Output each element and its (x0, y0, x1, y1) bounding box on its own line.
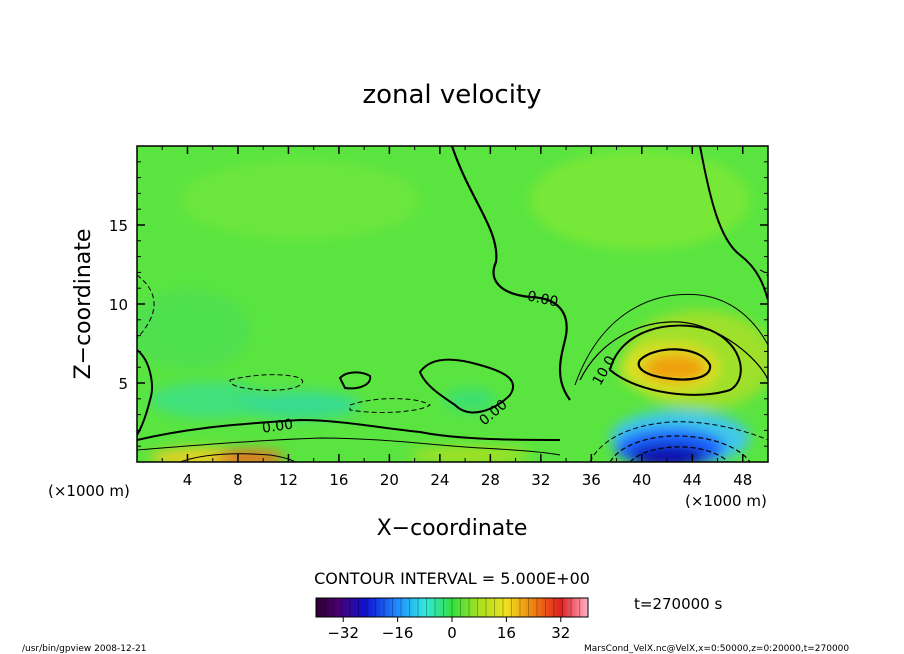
footer-right: MarsCond_VelX.nc@VelX,x=0:50000,z=0:2000… (584, 644, 849, 654)
y-axis-unit-left: (×1000 m) (48, 482, 130, 500)
y-axis-label: Z−coordinate (71, 229, 96, 380)
x-axis-unit-right: (×1000 m) (685, 492, 767, 510)
y-tick-label: 15 (109, 217, 128, 235)
colorbar-tick-label: 16 (497, 624, 516, 642)
x-tick-label: 8 (233, 471, 243, 489)
x-tick-label: 16 (329, 471, 348, 489)
plot-area: 0.00 0.00 0.00 10.0 (137, 146, 768, 462)
colorbar-ticks: −32 −16 0 16 32 (315, 598, 589, 642)
chart-title: zonal velocity (362, 80, 541, 110)
x-tick-label: 48 (733, 471, 752, 489)
x-tick-label: 24 (430, 471, 449, 489)
contour-lines (137, 146, 768, 462)
colorbar-tick-label: −32 (327, 624, 359, 642)
contour-label-1: 0.00 (261, 417, 294, 437)
colorbar: −32 −16 0 16 32 (315, 597, 589, 642)
time-label: t=270000 s (634, 595, 722, 613)
y-tick-label: 5 (118, 375, 128, 393)
x-axis-label: X−coordinate (377, 516, 528, 541)
y-tick-label: 10 (109, 296, 128, 314)
x-tick-label: 28 (481, 471, 500, 489)
contour-label-3: 0.00 (526, 288, 560, 310)
x-tick-label: 4 (183, 471, 193, 489)
x-tick-label: 12 (279, 471, 298, 489)
contour-interval-label: CONTOUR INTERVAL = 5.000E+00 (314, 569, 590, 588)
x-tick-label: 36 (582, 471, 601, 489)
x-axis: 4 8 12 16 20 24 28 32 36 40 44 48 (161, 146, 752, 489)
colorbar-tick-label: 0 (447, 624, 457, 642)
x-tick-label: 44 (683, 471, 702, 489)
x-tick-label: 32 (531, 471, 550, 489)
y-axis: 5 10 15 (109, 161, 768, 447)
colorbar-tick-label: 32 (551, 624, 570, 642)
x-tick-label: 20 (380, 471, 399, 489)
colorbar-tick-label: −16 (382, 624, 414, 642)
x-tick-label: 40 (632, 471, 651, 489)
footer-left: /usr/bin/gpview 2008-12-21 (22, 644, 146, 654)
